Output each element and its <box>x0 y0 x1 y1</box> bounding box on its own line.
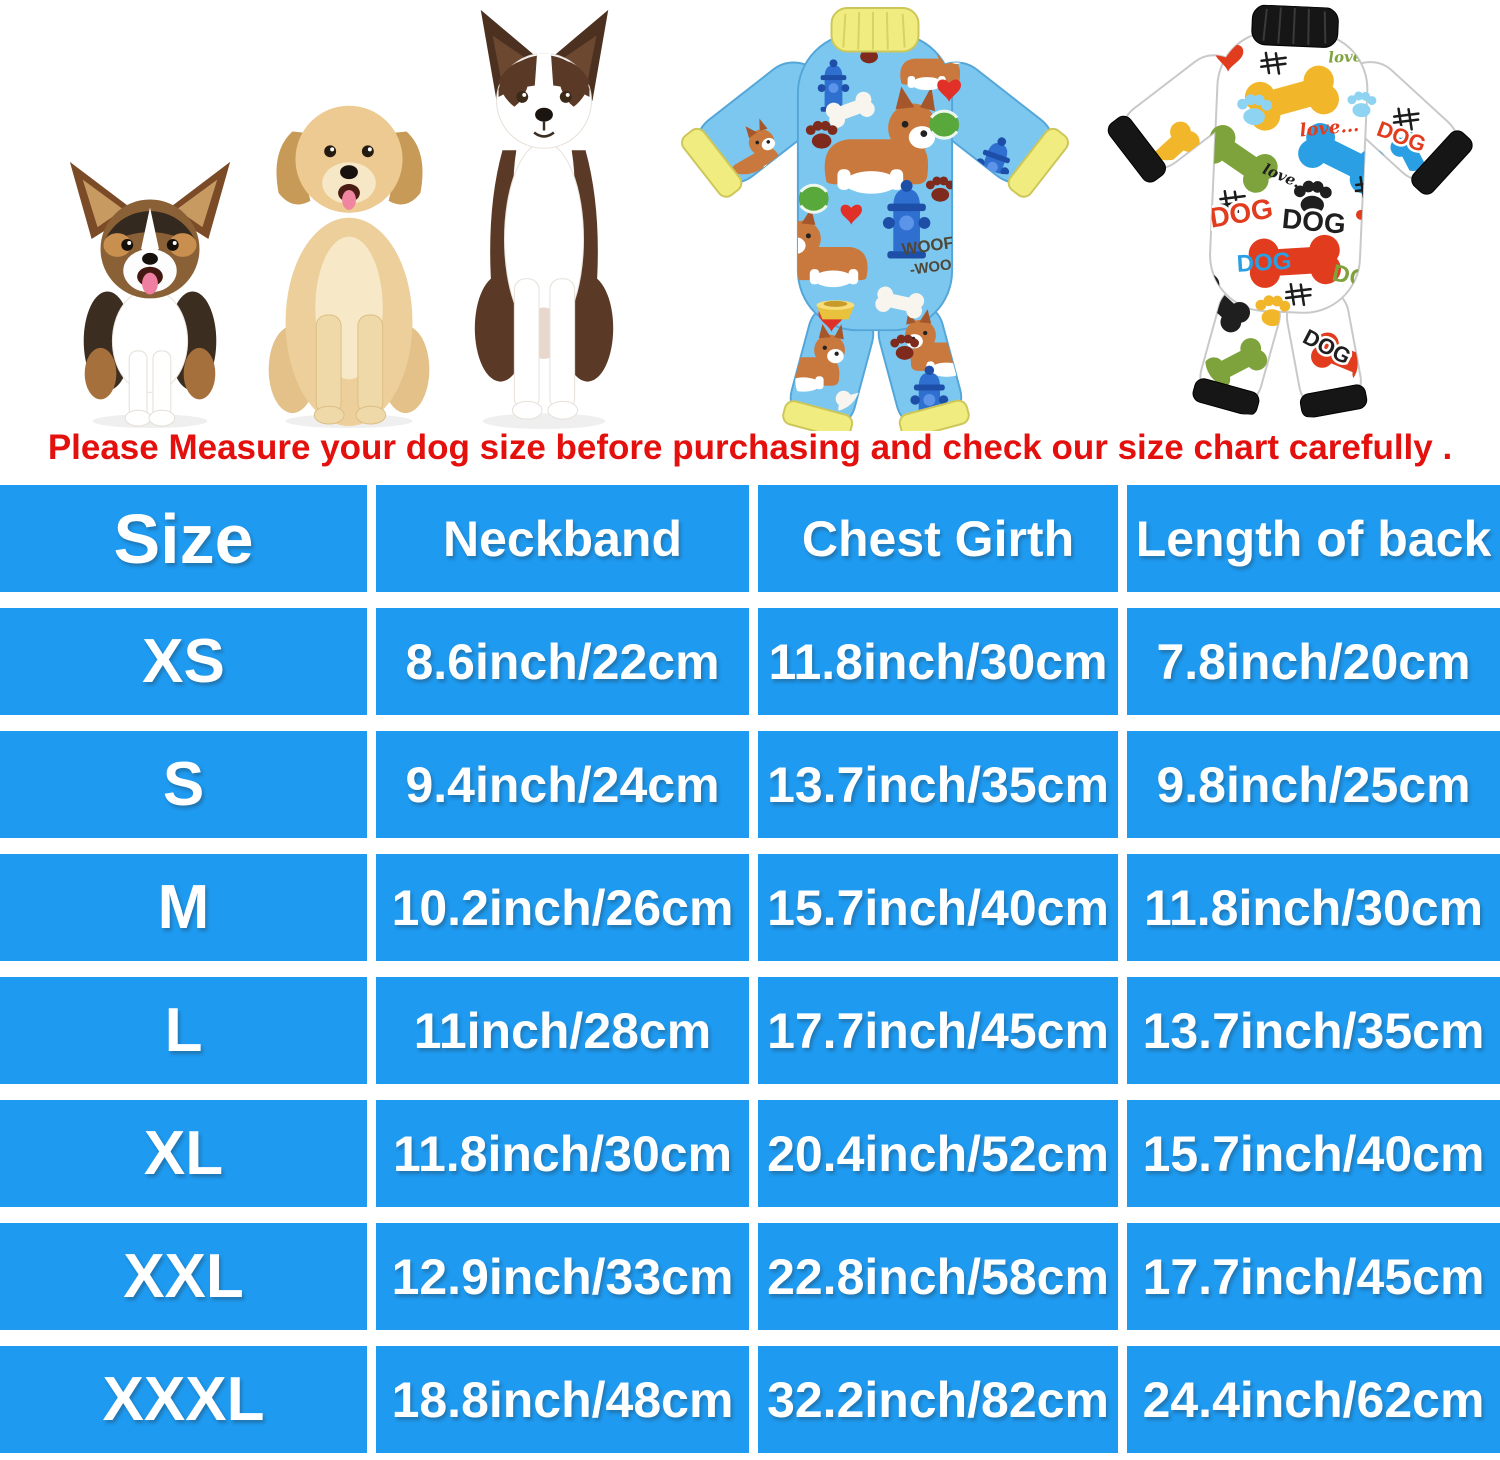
measurement-cell: 32.2inch/82cm <box>758 1346 1118 1453</box>
header-cell-chest-girth: Chest Girth <box>758 485 1118 592</box>
measurement-cell: 24.4inch/62cm <box>1127 1346 1500 1453</box>
measurement-cell: 20.4inch/52cm <box>758 1100 1118 1207</box>
size-cell: S <box>0 731 367 838</box>
measurement-cell: 22.8inch/58cm <box>758 1223 1118 1330</box>
corgi-puppy-image <box>69 161 231 429</box>
header-cell-neckband: Neckband <box>376 485 749 592</box>
blue-corgi-print-pajama-image: WOOF -WOO <box>681 6 1069 431</box>
size-cell: XXXL <box>0 1346 367 1453</box>
measurement-cell: 9.4inch/24cm <box>376 731 749 838</box>
measurement-cell: 7.8inch/20cm <box>1127 608 1500 715</box>
size-cell: L <box>0 977 367 1084</box>
fabric-word-woo: -WOO <box>909 257 953 279</box>
border-collie-puppy-image <box>474 9 614 430</box>
hero-section: WOOF -WOO <box>0 0 1500 432</box>
measure-warning-text: Please Measure your dog size before purc… <box>47 428 1453 467</box>
tennis-ball-motif <box>927 108 961 141</box>
tennis-ball-motif <box>769 320 803 354</box>
measurement-cell: 11.8inch/30cm <box>376 1100 749 1207</box>
fabric-word-dog: DOG <box>1281 203 1347 240</box>
size-cell: M <box>0 854 367 961</box>
golden-retriever-puppy-image <box>268 105 430 429</box>
measurement-cell: 11inch/28cm <box>376 977 749 1084</box>
measurement-cell: 10.2inch/26cm <box>376 854 749 961</box>
measurement-cell: 13.7inch/35cm <box>758 731 1118 838</box>
white-bone-print-pajama-image: DOG DOG DOG DOG DOG DOG love... love... … <box>1107 4 1473 419</box>
measurement-cell: 15.7inch/40cm <box>758 854 1118 961</box>
measurement-cell: 11.8inch/30cm <box>1127 854 1500 961</box>
measurement-cell: 15.7inch/40cm <box>1127 1100 1500 1207</box>
measurement-cell: 11.8inch/30cm <box>758 608 1118 715</box>
measurement-cell: 18.8inch/48cm <box>376 1346 749 1453</box>
size-cell: XS <box>0 608 367 715</box>
paw-print-motif <box>1182 309 1213 336</box>
measurement-cell: 9.8inch/25cm <box>1127 731 1500 838</box>
measurement-cell: 17.7inch/45cm <box>758 977 1118 1084</box>
measurement-cell: 8.6inch/22cm <box>376 608 749 715</box>
header-cell-length-of-back: Length of back <box>1127 485 1500 592</box>
measurement-cell: 17.7inch/45cm <box>1127 1223 1500 1330</box>
tennis-ball-motif <box>797 182 831 216</box>
size-cell: XL <box>0 1100 367 1207</box>
header-cell-size: Size <box>0 485 367 592</box>
dog-bowl-motif <box>816 300 855 320</box>
size-chart-table: Size Neckband Chest Girth Length of back… <box>0 485 1500 1453</box>
size-cell: XXL <box>0 1223 367 1330</box>
measurement-cell: 12.9inch/33cm <box>376 1223 749 1330</box>
fabric-word-love: love... <box>1328 47 1378 67</box>
measurement-cell: 13.7inch/35cm <box>1127 977 1500 1084</box>
fabric-word-dog: DOG <box>1236 248 1292 278</box>
